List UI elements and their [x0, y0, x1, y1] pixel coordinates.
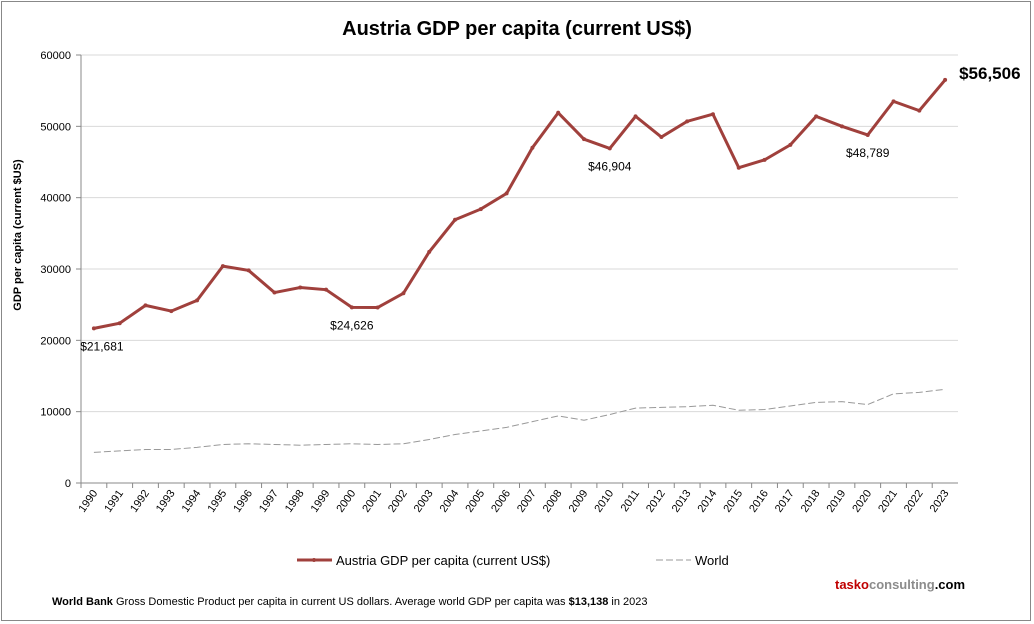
source-name: World Bank — [52, 596, 113, 608]
x-tick-label: 2004 — [438, 488, 462, 515]
data-point — [478, 207, 483, 212]
data-point — [788, 142, 793, 147]
data-point — [685, 119, 690, 124]
data-point — [865, 132, 870, 137]
data-point — [556, 110, 561, 115]
data-point — [117, 321, 122, 326]
data-point — [349, 305, 354, 310]
data-point — [91, 326, 96, 331]
x-tick-label: 2016 — [747, 488, 771, 515]
x-tick-label: 2005 — [463, 488, 487, 515]
data-point — [943, 77, 948, 82]
x-tick-label: 2007 — [515, 488, 539, 515]
x-tick-label: 2011 — [619, 488, 642, 514]
legend-label-world: World — [695, 553, 729, 568]
y-tick-label: 0 — [65, 478, 71, 490]
series-line-austria — [93, 78, 947, 330]
x-tick-label: 2022 — [902, 488, 926, 515]
y-tick-label: 10000 — [40, 407, 71, 419]
data-point — [504, 191, 509, 196]
data-point — [401, 291, 406, 296]
x-tick-label: 2020 — [850, 488, 874, 515]
data-point — [839, 124, 844, 129]
data-label-2023: $56,506 — [959, 64, 1020, 83]
y-axis-label: GDP per capita (current $US) — [12, 159, 24, 311]
data-point — [246, 268, 251, 273]
series-line-world — [93, 388, 946, 453]
x-tick-label: 2015 — [721, 488, 745, 515]
x-tick-label: 1991 — [102, 488, 126, 515]
x-tick-label: 2017 — [773, 488, 797, 515]
source-text: Gross Domestic Product per capita in cur… — [112, 596, 569, 608]
x-tick-label: 2010 — [592, 488, 616, 515]
data-point — [169, 309, 174, 314]
legend-marker-austria — [312, 558, 316, 562]
data-point — [581, 137, 586, 142]
data-point — [659, 135, 664, 140]
x-tick-label: 2021 — [876, 488, 900, 515]
data-label-1990: $21,681 — [80, 339, 124, 353]
data-point — [891, 99, 896, 104]
world-value: $13,138 — [568, 596, 609, 608]
brand-part3: .com — [934, 577, 966, 592]
data-point — [195, 298, 200, 303]
x-tick-label: 2002 — [386, 488, 410, 515]
x-tick-label: 2008 — [541, 488, 565, 515]
data-point — [220, 264, 225, 269]
x-tick-label: 1999 — [309, 488, 333, 515]
data-point — [607, 146, 612, 151]
x-tick-label: 1996 — [231, 488, 255, 515]
data-point — [736, 165, 741, 170]
x-tick-label: 2012 — [644, 488, 668, 515]
footer-note: World Bank Gross Domestic Product per ca… — [52, 596, 648, 608]
x-tick-label: 1993 — [154, 488, 178, 515]
data-point — [453, 217, 458, 222]
y-tick-label: 20000 — [40, 335, 71, 347]
data-point — [375, 305, 380, 310]
data-label-2000: $24,626 — [330, 318, 374, 332]
y-tick-label: 60000 — [40, 50, 71, 62]
x-tick-label: 1998 — [283, 488, 307, 515]
x-tick-label: 2001 — [360, 488, 384, 515]
x-tick-label: 2006 — [489, 488, 513, 515]
data-point — [633, 114, 638, 119]
x-tick-label: 1992 — [128, 488, 152, 515]
x-tick-label: 1990 — [76, 488, 100, 515]
brand-part2: consulting — [868, 577, 935, 592]
source-tail: in 2023 — [608, 596, 648, 608]
chart-title: Austria GDP per capita (current US$) — [342, 18, 692, 40]
data-point — [710, 112, 715, 117]
data-point — [814, 114, 819, 119]
x-tick-label: 2018 — [799, 488, 823, 515]
brand-part1: tasko — [835, 577, 869, 592]
x-tick-label: 2000 — [334, 488, 358, 515]
x-tick-label: 2009 — [567, 488, 591, 515]
data-label-2020: $48,789 — [846, 146, 890, 160]
data-point — [530, 145, 535, 150]
x-tick-label: 2003 — [412, 488, 436, 515]
data-point — [143, 303, 148, 308]
brand-logo: taskoconsulting.com — [835, 577, 965, 592]
x-tick-label: 2013 — [670, 488, 694, 515]
legend-label-austria: Austria GDP per capita (current US$) — [336, 553, 550, 568]
x-tick-label: 2023 — [928, 488, 952, 515]
data-point — [427, 249, 432, 254]
x-tick-label: 2019 — [825, 488, 849, 515]
data-point — [272, 290, 277, 295]
y-tick-label: 30000 — [40, 264, 71, 276]
x-tick-label: 1995 — [205, 488, 229, 515]
data-label-2010: $46,904 — [588, 159, 632, 173]
data-point — [762, 157, 767, 162]
data-point — [298, 285, 303, 290]
data-point — [324, 287, 329, 292]
x-tick-label: 1997 — [257, 488, 281, 515]
x-tick-label: 2014 — [696, 488, 720, 515]
y-tick-label: 40000 — [40, 193, 71, 205]
x-tick-label: 1994 — [180, 488, 204, 515]
data-point — [917, 108, 922, 113]
y-tick-label: 50000 — [40, 121, 71, 133]
